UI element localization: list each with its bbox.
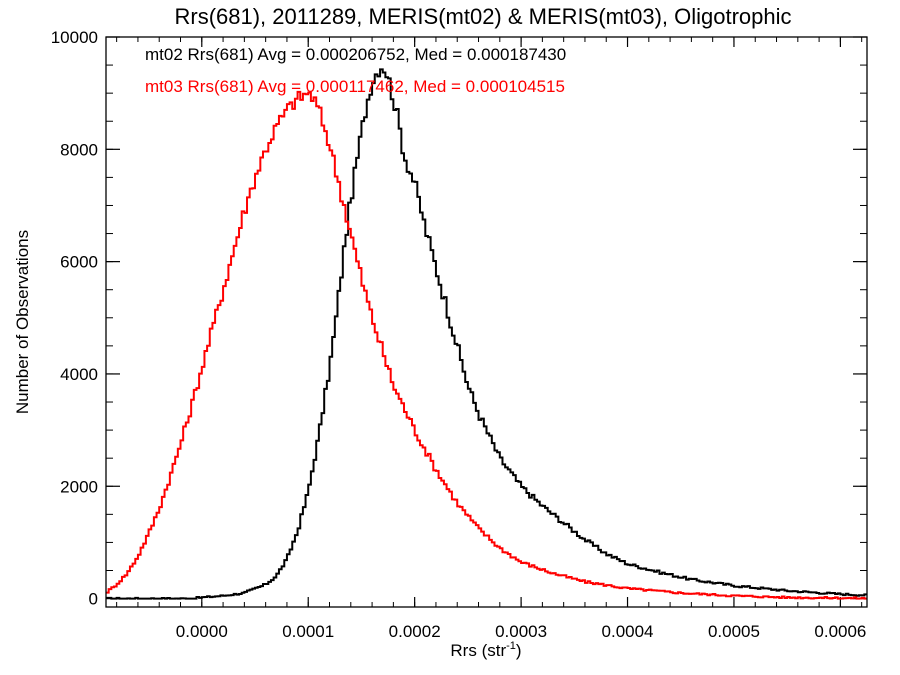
x-tick-label-5: 0.0005 bbox=[708, 622, 760, 641]
x-tick-label-2: 0.0002 bbox=[389, 622, 441, 641]
x-axis-label-end: ) bbox=[516, 641, 522, 660]
x-tick-label-6: 0.0006 bbox=[814, 622, 866, 641]
axis-ticks bbox=[106, 36, 867, 607]
series-line-mt03 bbox=[106, 90, 867, 600]
x-tick-label-1: 0.0001 bbox=[282, 622, 334, 641]
y-tick-label-0: 0 bbox=[89, 590, 98, 609]
legend-entry-mt03: mt03 Rrs(681) Avg = 0.000117462, Med = 0… bbox=[145, 77, 565, 96]
y-tick-label-5: 10000 bbox=[51, 28, 98, 47]
series-line-mt02 bbox=[106, 68, 867, 600]
series-layer bbox=[106, 68, 867, 600]
y-tick-label-4: 8000 bbox=[60, 140, 98, 159]
y-tick-label-2: 4000 bbox=[60, 365, 98, 384]
x-axis-label-main: Rrs (str bbox=[450, 641, 506, 660]
x-axis-label: Rrs (str-1) bbox=[450, 640, 521, 660]
chart-title: Rrs(681), 2011289, MERIS(mt02) & MERIS(m… bbox=[174, 4, 791, 29]
plot-frame bbox=[105, 36, 868, 608]
y-axis-label: Number of Observations bbox=[13, 230, 32, 414]
x-tick-label-0: 0.0000 bbox=[176, 622, 228, 641]
x-tick-label-3: 0.0003 bbox=[495, 622, 547, 641]
x-tick-labels: 0.0000 0.0001 0.0002 0.0003 0.0004 0.0005 0.00… bbox=[176, 622, 867, 641]
y-tick-labels: 0 2000 4000 6000 8000 10000 bbox=[51, 28, 98, 609]
y-tick-label-3: 6000 bbox=[60, 253, 98, 272]
x-tick-label-4: 0.0004 bbox=[602, 622, 654, 641]
legend-entry-mt02: mt02 Rrs(681) Avg = 0.000206752, Med = 0… bbox=[145, 45, 566, 64]
y-tick-label-1: 2000 bbox=[60, 477, 98, 496]
x-axis-label-superscript: -1 bbox=[506, 640, 516, 652]
